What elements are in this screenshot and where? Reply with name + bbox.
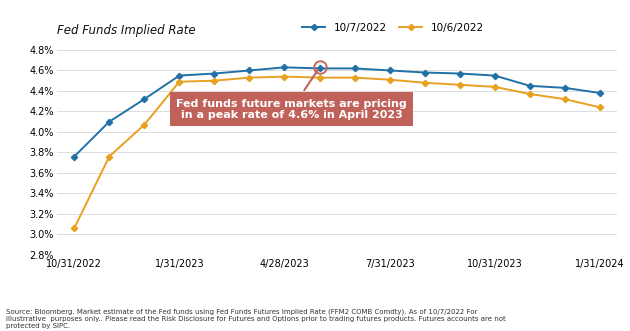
Text: Source: Bloomberg. Market estimate of the Fed funds using Fed Funds Futures Impl: Source: Bloomberg. Market estimate of th… <box>6 309 506 329</box>
Text: Fed funds future markets are pricing
in a peak rate of 4.6% in April 2023: Fed funds future markets are pricing in … <box>176 70 407 120</box>
10/6/2022 <box>491 85 498 89</box>
10/6/2022 <box>386 78 393 82</box>
10/7/2022 <box>71 155 78 159</box>
10/6/2022 <box>596 105 604 109</box>
10/6/2022 <box>140 123 148 127</box>
10/6/2022 <box>316 76 323 80</box>
10/7/2022 <box>386 69 393 72</box>
10/7/2022 <box>456 71 464 75</box>
10/7/2022 <box>176 73 183 77</box>
Line: 10/7/2022: 10/7/2022 <box>72 65 602 159</box>
10/7/2022 <box>526 84 534 88</box>
10/7/2022 <box>596 91 604 95</box>
10/6/2022 <box>351 76 358 80</box>
10/6/2022 <box>456 83 464 87</box>
10/7/2022 <box>351 67 358 71</box>
10/7/2022 <box>246 69 253 72</box>
10/7/2022 <box>421 71 428 74</box>
10/6/2022 <box>561 97 569 101</box>
Legend: 10/7/2022, 10/6/2022: 10/7/2022, 10/6/2022 <box>299 19 488 37</box>
Line: 10/6/2022: 10/6/2022 <box>72 74 602 230</box>
10/6/2022 <box>176 80 183 84</box>
10/6/2022 <box>526 92 534 96</box>
10/6/2022 <box>281 74 289 78</box>
10/7/2022 <box>316 67 323 71</box>
10/7/2022 <box>491 73 498 77</box>
10/6/2022 <box>421 81 428 85</box>
10/6/2022 <box>246 76 253 80</box>
10/7/2022 <box>561 86 569 90</box>
Text: Fed Funds Implied Rate: Fed Funds Implied Rate <box>57 24 195 37</box>
10/7/2022 <box>210 71 218 75</box>
10/7/2022 <box>281 66 289 70</box>
10/7/2022 <box>105 120 113 124</box>
10/6/2022 <box>105 155 113 159</box>
10/7/2022 <box>140 97 148 101</box>
10/6/2022 <box>210 79 218 83</box>
10/6/2022 <box>71 226 78 230</box>
